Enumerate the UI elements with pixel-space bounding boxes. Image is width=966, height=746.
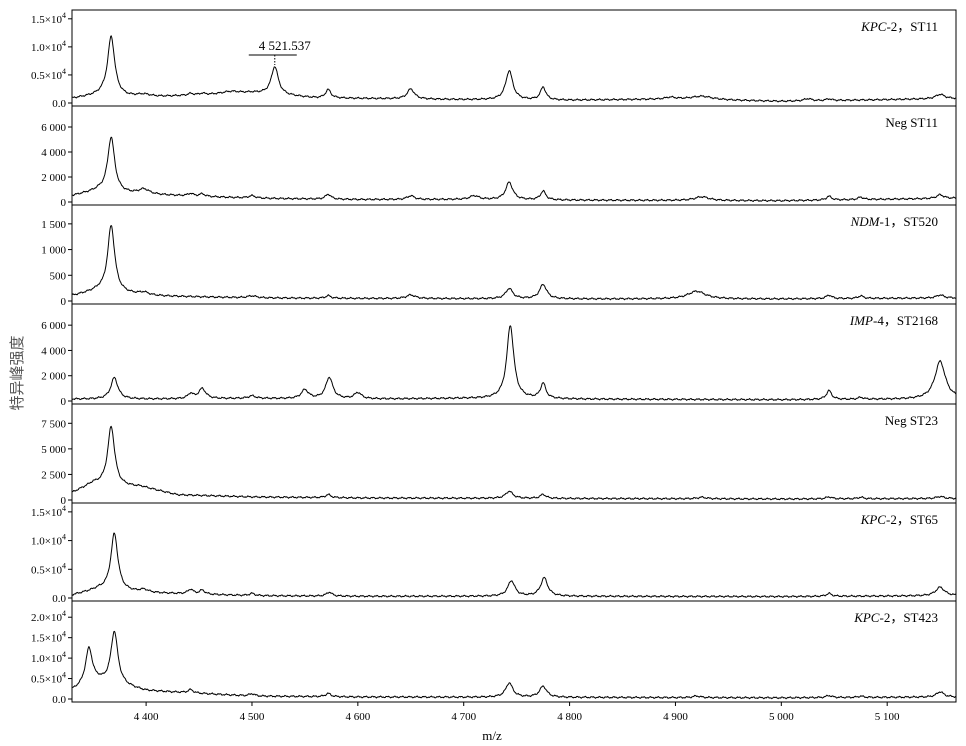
x-tick-label: 5 000 (769, 711, 794, 723)
y-tick-label: 1.0×104 (31, 650, 66, 665)
panel-frame (71, 600, 957, 703)
panel-frame (71, 105, 957, 206)
y-tick-label: 1 500 (41, 219, 66, 231)
y-tick-label: 0.5×104 (31, 67, 66, 82)
x-tick-label: 4 400 (134, 711, 159, 723)
x-tick-label: 5 100 (875, 711, 900, 723)
y-tick-label: 0 (61, 197, 67, 209)
y-tick-label: 1.5×104 (31, 504, 66, 519)
y-tick-label: 0.0 (52, 593, 66, 605)
spectrum-line (71, 532, 957, 599)
y-tick-label: 1.0×104 (31, 39, 66, 54)
panel-label: Neg ST11 (885, 115, 938, 130)
y-tick-label: 0.0 (52, 98, 66, 110)
y-axis-title: 特异峰强度 (9, 335, 26, 410)
peak-annotation-label: 4 521.537 (259, 38, 312, 53)
panel-frame (71, 204, 957, 305)
y-tick-label: 0.5×104 (31, 561, 66, 576)
y-tick-label: 2 000 (41, 371, 66, 383)
spectrum-panel: 0 500 1 000 1 500 NDM-1，ST520 (41, 204, 957, 308)
y-tick-label: 6 000 (41, 320, 66, 332)
panel-label: NDM-1，ST520 (850, 214, 938, 229)
panel-frame (71, 502, 957, 602)
panel-frame (71, 403, 957, 504)
spectra-panels: 0.0 0.5×104 1.0×104 1.5×104 KPC-2，ST11 4 521.… (31, 9, 957, 706)
panel-label: IMP-4，ST2168 (849, 313, 938, 328)
spectrum-line (71, 136, 957, 203)
y-tick-label: 1.5×104 (31, 11, 66, 26)
y-tick-label: 7 500 (41, 418, 66, 430)
y-tick-label: 0.0 (52, 694, 66, 706)
spectrum-panel: 0 2 000 4 000 6 000 Neg ST11 (41, 105, 957, 209)
spectrum-line (71, 225, 957, 301)
y-tick-label: 1.0×104 (31, 533, 66, 548)
y-tick-label: 2 500 (41, 469, 66, 481)
spectrum-panel: 0.0 0.5×104 1.0×104 1.5×104 KPC-2，ST11 4 521.… (31, 9, 957, 110)
y-tick-label: 4 000 (41, 345, 66, 357)
x-tick-label: 4 800 (557, 711, 582, 723)
y-tick-label: 0.5×104 (31, 671, 66, 686)
spectrum-line (71, 425, 957, 501)
y-tick-label: 5 000 (41, 444, 66, 456)
panel-label: KPC-2，ST65 (860, 512, 938, 527)
x-tick-label: 4 900 (663, 711, 688, 723)
y-tick-label: 4 000 (41, 147, 66, 159)
x-axis: 4 400 4 500 4 600 4 700 4 800 4 900 5 000 5 100 (134, 702, 900, 723)
spectrum-line (71, 630, 957, 700)
y-tick-label: 0 (61, 495, 67, 507)
panel-label: KPC-2，ST423 (853, 610, 938, 625)
x-axis-title: m/z (482, 728, 502, 743)
x-tick-label: 4 500 (240, 711, 265, 723)
x-tick-label: 4 600 (345, 711, 370, 723)
spectrum-panel: 0.0 0.5×104 1.0×104 1.5×104 KPC-2，ST65 (31, 502, 957, 605)
y-tick-label: 0 (61, 296, 67, 308)
y-tick-label: 500 (50, 270, 67, 282)
panel-label: Neg ST23 (885, 413, 938, 428)
y-tick-label: 2.0×104 (31, 609, 66, 624)
y-tick-label: 0 (61, 396, 67, 408)
panel-label: KPC-2，ST11 (860, 19, 938, 34)
panel-frame (71, 9, 957, 107)
y-tick-label: 1 000 (41, 245, 66, 257)
x-tick-label: 4 700 (451, 711, 476, 723)
y-tick-label: 6 000 (41, 122, 66, 134)
spectrum-line (71, 325, 957, 401)
y-tick-label: 2 000 (41, 172, 66, 184)
spectrum-panel: 0 2 000 4 000 6 000 IMP-4，ST2168 (41, 303, 957, 408)
spectrum-line (71, 35, 957, 103)
y-tick-label: 1.5×104 (31, 630, 66, 645)
spectrum-panel: 0.0 0.5×104 1.0×104 1.5×104 2.0×104 KPC-2，ST4… (31, 600, 957, 706)
spectrum-panel: 0 2 500 5 000 7 500 Neg ST23 (41, 403, 957, 507)
